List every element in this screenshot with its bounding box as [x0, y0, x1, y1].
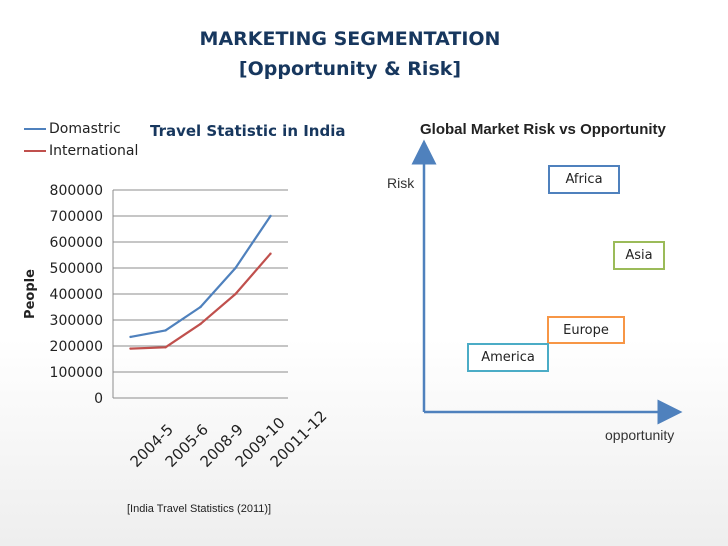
- legend-item-international: International: [24, 140, 138, 162]
- y-tick-label: 500000: [50, 261, 103, 277]
- y-tick-label: 100000: [50, 365, 103, 381]
- data-point: [269, 252, 272, 255]
- data-point: [234, 292, 237, 296]
- legend-label-international: International: [49, 143, 139, 159]
- slide-title-line1: MARKETING SEGMENTATION: [199, 28, 501, 50]
- x-tick-label: 2009-10: [232, 414, 289, 471]
- y-axis-label: People: [23, 269, 38, 319]
- data-point: [234, 266, 237, 270]
- y-tick-label: 700000: [50, 209, 103, 225]
- risk-chart-title: Global Market Risk vs Opportunity: [420, 121, 666, 138]
- legend-label-domestic: Domastric: [49, 121, 121, 137]
- risk-axis-label: Risk: [387, 175, 415, 191]
- data-point: [199, 322, 202, 326]
- y-tick-label: 600000: [50, 235, 103, 251]
- region-label-europe: Europe: [563, 322, 609, 338]
- data-point: [129, 335, 132, 339]
- travel-chart-citation: [India Travel Statistics (2011)]: [127, 503, 272, 515]
- y-tick-label: 200000: [50, 339, 103, 355]
- travel-chart-legend: Domastric International: [24, 118, 138, 162]
- y-tick-label: 300000: [50, 313, 103, 329]
- x-tick-label: 2004-5: [127, 421, 177, 471]
- y-tick-label: 0: [94, 391, 103, 407]
- data-point: [129, 347, 132, 350]
- slide-title-line2: [Opportunity & Risk]: [238, 58, 462, 80]
- region-label-america: America: [481, 350, 535, 365]
- series-line-international: [130, 252, 272, 350]
- data-point: [164, 329, 167, 332]
- legend-swatch-domestic: [24, 128, 46, 130]
- y-tick-label: 800000: [50, 183, 103, 199]
- region-label-asia: Asia: [625, 248, 653, 263]
- data-point: [269, 214, 272, 218]
- data-point: [164, 346, 167, 349]
- region-box-america: America: [467, 343, 549, 372]
- legend-swatch-international: [24, 150, 46, 152]
- data-point: [199, 305, 202, 309]
- series-line-domestic: [130, 215, 272, 338]
- region-label-africa: Africa: [565, 172, 603, 187]
- region-box-europe: Europe: [547, 316, 625, 344]
- slide-title: MARKETING SEGMENTATION [Opportunity & Ri…: [150, 24, 550, 84]
- region-box-africa: Africa: [548, 165, 620, 194]
- region-box-asia: Asia: [613, 241, 665, 270]
- x-tick-label: 2008-9: [197, 421, 247, 471]
- x-tick-label: 2005-6: [162, 421, 212, 471]
- travel-chart-title: Travel Statistic in India: [150, 122, 346, 140]
- x-tick-label: 20011-12: [267, 407, 331, 471]
- y-tick-label: 400000: [50, 287, 103, 303]
- legend-item-domestic: Domastric: [24, 118, 138, 140]
- opportunity-axis-label: opportunity: [605, 427, 675, 443]
